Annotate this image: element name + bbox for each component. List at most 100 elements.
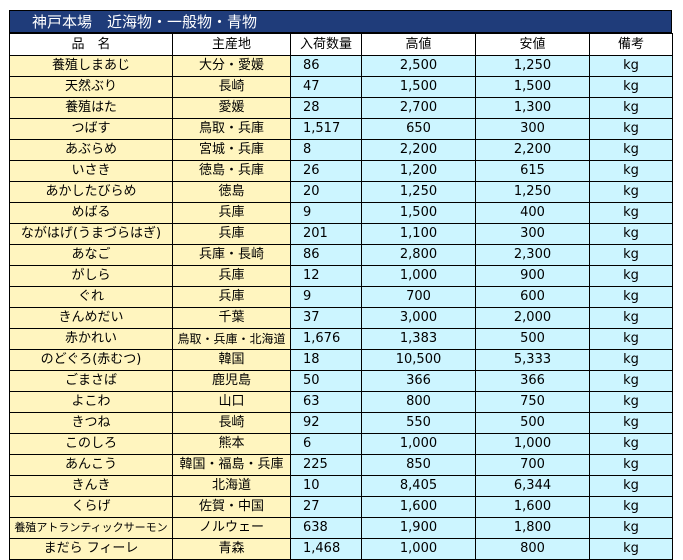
cell-quantity: 47 (290, 76, 362, 98)
header-origin: 主産地 (172, 33, 291, 56)
cell-fish-name: ながはげ(うまづらはぎ) (9, 223, 173, 245)
cell-unit: kg (589, 454, 673, 476)
cell-high-price: 1,900 (361, 517, 476, 539)
cell-low-price: 5,333 (475, 349, 590, 371)
cell-high-price: 1,500 (361, 76, 476, 98)
table-row: このしろ 熊本 6 1,000 1,000 kg (9, 433, 673, 455)
cell-origin: ノルウェー (172, 517, 291, 539)
cell-fish-name: よこわ (9, 391, 173, 413)
cell-quantity: 1,676 (290, 328, 362, 350)
table-row: 養殖アトランティックサーモン ノルウェー 638 1,900 1,800 kg (9, 517, 673, 539)
header-high-price: 高値 (361, 33, 476, 56)
cell-unit: kg (589, 496, 673, 518)
cell-high-price: 1,100 (361, 223, 476, 245)
cell-origin: 長崎 (172, 76, 291, 98)
table-row: ごまさば 鹿児島 50 366 366 kg (9, 370, 673, 392)
table-row: あぶらめ 宮城・兵庫 8 2,200 2,200 kg (9, 139, 673, 161)
cell-high-price: 366 (361, 370, 476, 392)
cell-unit: kg (589, 181, 673, 203)
cell-origin: 韓国・福島・兵庫 (172, 454, 291, 476)
cell-unit: kg (589, 76, 673, 98)
cell-high-price: 10,500 (361, 349, 476, 371)
table-row: くらげ 佐賀・中国 27 1,600 1,600 kg (9, 496, 673, 518)
cell-fish-name: ごまさば (9, 370, 173, 392)
cell-quantity: 638 (290, 517, 362, 539)
cell-origin: 長崎 (172, 412, 291, 434)
cell-unit: kg (589, 349, 673, 371)
header-quantity: 入荷数量 (290, 33, 362, 56)
cell-origin: 鹿児島 (172, 370, 291, 392)
cell-fish-name: がしら (9, 265, 173, 287)
cell-high-price: 1,500 (361, 202, 476, 224)
cell-origin: 宮城・兵庫 (172, 139, 291, 161)
cell-high-price: 1,600 (361, 496, 476, 518)
cell-unit: kg (589, 517, 673, 539)
cell-quantity: 6 (290, 433, 362, 455)
cell-quantity: 12 (290, 265, 362, 287)
table-row: つばす 鳥取・兵庫 1,517 650 300 kg (9, 118, 673, 140)
cell-low-price: 700 (475, 454, 590, 476)
cell-quantity: 8 (290, 139, 362, 161)
cell-quantity: 225 (290, 454, 362, 476)
cell-origin: 山口 (172, 391, 291, 413)
cell-fish-name: 養殖しまあじ (9, 55, 173, 77)
cell-origin: 兵庫 (172, 265, 291, 287)
cell-unit: kg (589, 244, 673, 266)
header-remarks: 備考 (589, 33, 673, 56)
table-row: 天然ぶり 長崎 47 1,500 1,500 kg (9, 76, 673, 98)
cell-quantity: 50 (290, 370, 362, 392)
table-row: あかしたびらめ 徳島 20 1,250 1,250 kg (9, 181, 673, 203)
price-table: 品 名 主産地 入荷数量 高値 安値 備考 養殖しまあじ 大分・愛媛 86 2,500… (9, 33, 673, 560)
cell-origin: 佐賀・中国 (172, 496, 291, 518)
cell-origin: 徳島 (172, 181, 291, 203)
cell-origin: 愛媛 (172, 97, 291, 119)
cell-fish-name: ぐれ (9, 286, 173, 308)
cell-low-price: 300 (475, 118, 590, 140)
table-row: あなご 兵庫・長崎 86 2,800 2,300 kg (9, 244, 673, 266)
table-row: きんき 北海道 10 8,405 6,344 kg (9, 475, 673, 497)
cell-quantity: 10 (290, 475, 362, 497)
cell-origin: 兵庫 (172, 286, 291, 308)
table-row: がしら 兵庫 12 1,000 900 kg (9, 265, 673, 287)
cell-fish-name: 赤かれい (9, 328, 173, 350)
cell-low-price: 400 (475, 202, 590, 224)
cell-high-price: 1,383 (361, 328, 476, 350)
cell-low-price: 600 (475, 286, 590, 308)
sheet-title: 神戸本場 近海物・一般物・青物 (9, 10, 672, 33)
table-row: いさき 徳島・兵庫 26 1,200 615 kg (9, 160, 673, 182)
table-row: めばる 兵庫 9 1,500 400 kg (9, 202, 673, 224)
cell-unit: kg (589, 391, 673, 413)
cell-low-price: 500 (475, 412, 590, 434)
cell-low-price: 615 (475, 160, 590, 182)
cell-origin: 鳥取・兵庫・北海道 (172, 328, 291, 350)
cell-quantity: 1,517 (290, 118, 362, 140)
cell-fish-name: あなご (9, 244, 173, 266)
table-row: 養殖はた 愛媛 28 2,700 1,300 kg (9, 97, 673, 119)
cell-high-price: 8,405 (361, 475, 476, 497)
cell-fish-name: つばす (9, 118, 173, 140)
cell-unit: kg (589, 286, 673, 308)
table-row: きつね 長崎 92 550 500 kg (9, 412, 673, 434)
cell-origin: 韓国 (172, 349, 291, 371)
cell-quantity: 201 (290, 223, 362, 245)
table-row: 養殖しまあじ 大分・愛媛 86 2,500 1,250 kg (9, 55, 673, 77)
table-row: きんめだい 千葉 37 3,000 2,000 kg (9, 307, 673, 329)
cell-unit: kg (589, 433, 673, 455)
table-row: よこわ 山口 63 800 750 kg (9, 391, 673, 413)
cell-low-price: 500 (475, 328, 590, 350)
cell-fish-name: 養殖はた (9, 97, 173, 119)
cell-high-price: 800 (361, 391, 476, 413)
market-price-sheet: 神戸本場 近海物・一般物・青物 品 名 主産地 入荷数量 高値 安値 備考 養殖… (9, 10, 673, 560)
cell-quantity: 92 (290, 412, 362, 434)
cell-fish-name: のどぐろ(赤むつ) (9, 349, 173, 371)
table-row: 赤かれい 鳥取・兵庫・北海道 1,676 1,383 500 kg (9, 328, 673, 350)
cell-quantity: 63 (290, 391, 362, 413)
cell-quantity: 26 (290, 160, 362, 182)
cell-unit: kg (589, 202, 673, 224)
cell-quantity: 86 (290, 55, 362, 77)
cell-quantity: 9 (290, 202, 362, 224)
cell-high-price: 850 (361, 454, 476, 476)
cell-quantity: 28 (290, 97, 362, 119)
cell-unit: kg (589, 223, 673, 245)
cell-origin: 千葉 (172, 307, 291, 329)
